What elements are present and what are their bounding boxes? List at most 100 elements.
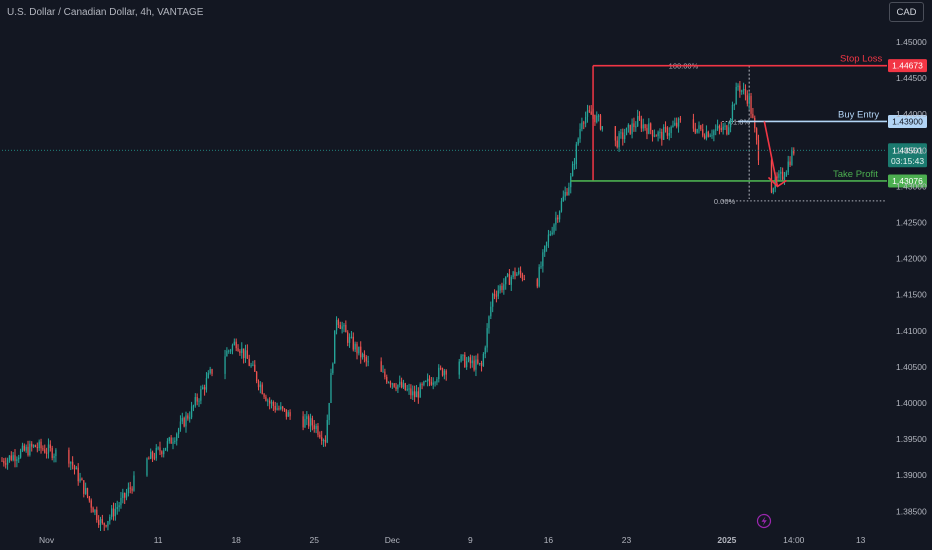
countdown-timer: 03:15:43 — [891, 156, 924, 166]
candle-body — [124, 492, 126, 498]
candle-body — [181, 418, 183, 422]
candle-body — [703, 135, 706, 139]
candle-body — [386, 376, 388, 383]
candle-body — [564, 191, 566, 197]
candle-body — [153, 457, 156, 459]
candle-body — [670, 127, 672, 133]
candle-body — [96, 509, 98, 521]
candle-body — [99, 519, 102, 525]
candle-body — [696, 128, 698, 133]
candle-body — [676, 122, 678, 127]
candle-body — [787, 161, 789, 173]
candle-body — [493, 293, 496, 296]
candle-body — [560, 201, 563, 212]
level-price-tag-text: 1.43900 — [892, 116, 923, 126]
candle-body — [557, 217, 559, 220]
candle-body — [189, 417, 191, 419]
candle-body — [397, 384, 399, 390]
candle-body — [549, 234, 551, 236]
candle-body — [579, 129, 581, 139]
candle-body — [575, 144, 577, 164]
candle-body — [248, 358, 250, 366]
candle-body — [205, 378, 208, 390]
candle-body — [18, 457, 20, 460]
candle-body — [172, 442, 174, 444]
candle-body — [36, 447, 38, 449]
candle-body — [261, 384, 263, 394]
y-tick-label: 1.41000 — [896, 326, 927, 336]
x-tick-label: 11 — [154, 535, 163, 545]
candle-body — [635, 126, 637, 128]
candle-body — [19, 450, 22, 458]
candle-body — [715, 129, 717, 131]
candle-body — [334, 330, 336, 364]
candle-body — [776, 176, 778, 178]
candle-body — [196, 397, 198, 402]
candle-body — [406, 389, 408, 391]
candle-body — [185, 415, 187, 427]
candle-body — [29, 443, 31, 456]
candle-body — [90, 500, 92, 508]
replay-icon[interactable] — [756, 513, 772, 529]
candle-body — [207, 373, 209, 379]
current-price-value: 1.43501 — [892, 145, 923, 155]
candle-body — [586, 110, 589, 117]
candle-body — [358, 346, 360, 354]
candle-body — [345, 325, 347, 333]
candle-body — [8, 455, 11, 460]
candle-body — [497, 290, 499, 297]
candle-body — [317, 425, 319, 435]
candle-body — [55, 449, 57, 457]
candle-body — [129, 487, 131, 489]
candle-body — [655, 135, 657, 137]
candle-body — [3, 460, 5, 464]
y-tick-label: 1.40500 — [896, 362, 927, 372]
candle-body — [151, 451, 154, 458]
candle-body — [45, 452, 48, 454]
y-tick-label: 1.38500 — [896, 506, 927, 516]
candle-body — [68, 449, 70, 464]
candle-body — [363, 353, 366, 358]
candle-body — [339, 324, 341, 329]
projection-arrow-head — [767, 176, 787, 188]
candle-body — [127, 487, 130, 494]
candle-body — [642, 124, 644, 129]
candle-body — [73, 465, 76, 470]
candle-body — [428, 378, 431, 382]
candle-body — [226, 350, 228, 357]
candle-body — [778, 173, 780, 178]
candle-body — [419, 384, 421, 398]
candle-body — [399, 381, 401, 385]
candle-body — [663, 127, 665, 140]
candle-body — [97, 520, 100, 525]
candle-body — [770, 160, 773, 193]
candle-body — [623, 135, 626, 140]
candle-body — [177, 429, 180, 434]
candle-body — [280, 406, 282, 410]
candle-body — [518, 270, 520, 274]
candle-body — [395, 386, 397, 390]
candle-body — [224, 356, 226, 374]
x-tick-label: 23 — [622, 535, 632, 545]
candle-body — [133, 475, 135, 491]
candle-body — [42, 448, 44, 450]
candle-body — [335, 319, 338, 331]
candle-body — [319, 434, 321, 438]
candle-body — [75, 467, 77, 470]
candle-body — [746, 95, 748, 104]
currency-button[interactable]: CAD — [889, 2, 924, 22]
candle-body — [270, 402, 273, 404]
candle-body — [112, 508, 115, 517]
candle-body — [425, 381, 427, 383]
candle-body — [618, 133, 620, 148]
candle-body — [101, 519, 104, 523]
candle-body — [343, 325, 345, 327]
candle-body — [176, 433, 178, 441]
candle-body — [488, 316, 490, 329]
candle-body — [268, 400, 271, 404]
x-tick-label: 25 — [310, 535, 320, 545]
candle-body — [748, 95, 750, 104]
candle-body — [231, 344, 234, 351]
candle-body — [590, 111, 592, 115]
